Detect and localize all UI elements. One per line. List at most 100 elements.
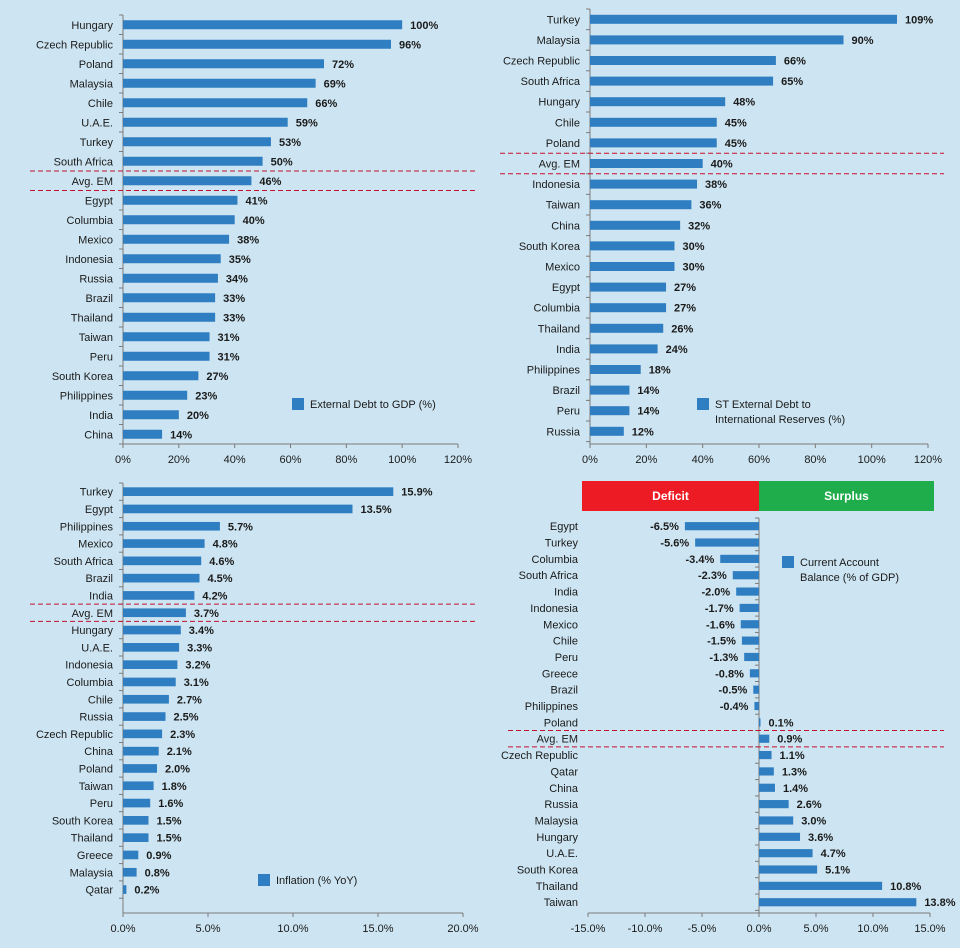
chart1-category-label: Czech Republic xyxy=(36,39,114,51)
chart2-value-tick-label: 80% xyxy=(804,454,826,466)
chart2-category-label: South Korea xyxy=(519,241,581,253)
chart3-legend-label: Inflation (% YoY) xyxy=(276,875,357,887)
chart4-category-label: South Korea xyxy=(517,865,579,877)
chart2-bar xyxy=(590,97,726,107)
chart3-bar xyxy=(123,660,178,669)
chart3-bar xyxy=(123,539,205,548)
chart4-bar xyxy=(740,620,759,629)
chart1-bar xyxy=(123,273,218,283)
chart3-category-label: Thailand xyxy=(71,833,113,845)
chart2-category-label: Brazil xyxy=(552,385,580,397)
chart4-category-label: Qatar xyxy=(550,766,578,778)
chart1-data-label: 59% xyxy=(296,117,318,129)
chart2-data-label: 18% xyxy=(649,365,671,377)
chart1-data-label: 23% xyxy=(195,390,217,402)
chart4-bar xyxy=(759,734,770,743)
chart2-data-label: 14% xyxy=(637,385,659,397)
chart2-value-tick-label: 120% xyxy=(914,454,942,466)
chart1-category-label: Taiwan xyxy=(79,332,113,344)
chart4-data-label: -3.4% xyxy=(685,554,714,566)
chart4-value-tick-label: -5.0% xyxy=(688,923,717,935)
chart3-bar xyxy=(123,798,151,808)
chart1-data-label: 69% xyxy=(324,78,346,90)
chart1-data-label: 33% xyxy=(223,312,245,324)
chart1-value-tick-label: 0% xyxy=(115,454,131,466)
chart4-category-label: South Africa xyxy=(519,570,579,582)
chart1-category-label: Chile xyxy=(88,98,113,110)
chart2-data-label: 109% xyxy=(905,14,933,26)
chart3-bar xyxy=(123,556,202,566)
chart4-bar xyxy=(759,800,789,809)
chart2-category-label: Malaysia xyxy=(537,35,581,47)
chart4-value-tick-label: 0.0% xyxy=(746,923,771,935)
chart2-category-label: Taiwan xyxy=(546,200,580,212)
chart3-data-label: 4.2% xyxy=(202,590,227,602)
chart3-value-tick-label: 0.0% xyxy=(110,923,135,935)
chart2-data-label: 66% xyxy=(784,56,806,68)
chart2-data-label: 12% xyxy=(632,426,654,438)
chart1-category-label: Poland xyxy=(79,59,113,71)
chart1-bar xyxy=(123,371,199,381)
chart4-category-label: Turkey xyxy=(545,538,579,550)
chart1-category-label: U.A.E. xyxy=(81,117,113,129)
chart1-category-label: Indonesia xyxy=(65,254,114,266)
chart4-surplus-band xyxy=(759,481,934,511)
chart2-bar xyxy=(590,426,624,436)
chart2-bar xyxy=(590,56,776,65)
chart1-bar xyxy=(123,429,163,439)
chart2-bar xyxy=(590,385,630,395)
chart3-bar xyxy=(123,625,181,635)
chart3-bar xyxy=(123,833,149,842)
chart1-bar xyxy=(123,39,391,49)
chart1-bar xyxy=(123,351,210,361)
chart1-bar xyxy=(123,117,288,127)
chart4-bar xyxy=(759,849,813,858)
chart3-data-label: 3.7% xyxy=(194,608,219,620)
chart3-category-label: Egypt xyxy=(85,504,113,516)
chart4-data-label: -1.5% xyxy=(707,636,736,648)
chart1-data-label: 27% xyxy=(206,371,228,383)
chart1-data-label: 50% xyxy=(271,156,293,168)
chart2-bar xyxy=(590,241,675,251)
chart3-data-label: 2.0% xyxy=(165,763,190,775)
chart4-bar xyxy=(759,750,772,760)
chart4-legend-swatch xyxy=(782,556,794,568)
chart4-data-label: -1.6% xyxy=(706,619,735,631)
chart1-category-label: South Korea xyxy=(52,371,114,383)
chart2-data-label: 38% xyxy=(705,179,727,191)
chart2-category-label: Egypt xyxy=(552,282,580,294)
chart3-category-label: Indonesia xyxy=(65,660,114,672)
chart1-value-tick-label: 40% xyxy=(224,454,246,466)
chart3-legend-swatch xyxy=(258,874,270,886)
chart2-bar xyxy=(590,303,667,313)
chart2-category-label: Czech Republic xyxy=(503,56,581,68)
chart2-legend-swatch xyxy=(697,398,709,410)
chart4-value-tick-label: 10.0% xyxy=(857,923,888,935)
chart1-value-tick-label: 100% xyxy=(388,454,416,466)
chart4-category-label: Philippines xyxy=(525,701,579,713)
chart2-bar xyxy=(590,406,630,416)
chart3-data-label: 4.6% xyxy=(209,556,234,568)
chart4-data-label: -0.8% xyxy=(715,668,744,680)
chart3-data-label: 1.5% xyxy=(157,815,182,827)
chart3-data-label: 2.7% xyxy=(177,694,202,706)
chart1-bar xyxy=(123,20,403,30)
chart1-category-label: Hungary xyxy=(71,20,113,32)
chart2-category-label: Philippines xyxy=(527,365,581,377)
chart2-data-label: 26% xyxy=(671,323,693,335)
chart2-data-label: 30% xyxy=(683,241,705,253)
chart1-bar xyxy=(123,332,210,342)
chart1-bar xyxy=(123,195,238,205)
chart4-bar xyxy=(739,603,759,613)
chart3-data-label: 4.8% xyxy=(213,539,238,551)
chart3-bar xyxy=(123,867,137,877)
chart4-value-tick-label: -10.0% xyxy=(628,923,663,935)
chart2-category-label: Turkey xyxy=(547,14,581,26)
chart3-data-label: 3.1% xyxy=(184,677,209,689)
chart4-data-label: 3.0% xyxy=(801,815,826,827)
chart1-category-label: Columbia xyxy=(67,215,114,227)
chart4-surplus-label: Surplus xyxy=(824,489,869,503)
chart3-category-label: Qatar xyxy=(85,885,113,897)
chart4-category-label: India xyxy=(554,587,579,599)
chart3-data-label: 0.2% xyxy=(134,885,159,897)
